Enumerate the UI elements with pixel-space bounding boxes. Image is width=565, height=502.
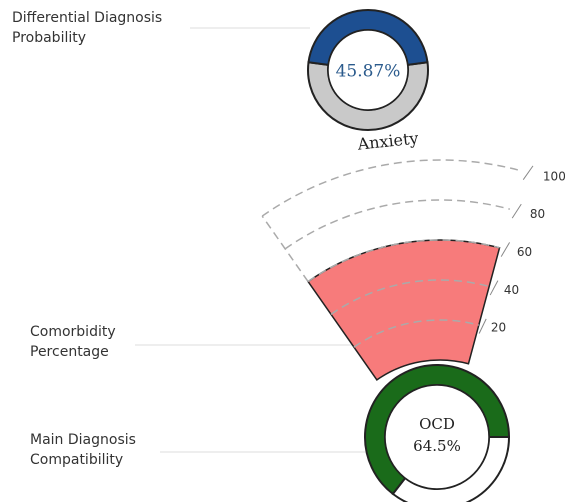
tick-mark	[500, 242, 511, 257]
tick-label: 40	[504, 283, 519, 297]
grid-arc	[307, 239, 500, 283]
tick-label: 80	[530, 207, 545, 221]
center-value: 45.87%	[336, 62, 401, 82]
tick-label: 20	[491, 321, 506, 335]
grid-arc	[353, 319, 480, 348]
donut-hole	[327, 29, 409, 111]
side-label: Main Diagnosis	[30, 432, 136, 448]
tick-mark	[511, 203, 522, 219]
grid-arc	[284, 199, 511, 250]
donut-hole	[384, 384, 490, 490]
center-category: OCD	[419, 415, 455, 433]
grid-arc	[261, 159, 521, 217]
side-label: Comorbidity	[30, 324, 116, 340]
tick-label: 60	[517, 245, 532, 259]
tick-mark	[489, 280, 499, 296]
grid-arc	[330, 279, 490, 315]
tick-mark	[522, 165, 534, 180]
category-label: Anxiety	[356, 128, 420, 153]
tick-mark	[478, 318, 487, 334]
tick-label: 100	[543, 169, 565, 183]
center-value: 64.5%	[413, 437, 461, 455]
side-label: Probability	[12, 30, 86, 46]
side-label: Percentage	[30, 344, 109, 360]
side-label: Differential Diagnosis	[12, 10, 162, 26]
side-label: Compatibility	[30, 452, 123, 468]
